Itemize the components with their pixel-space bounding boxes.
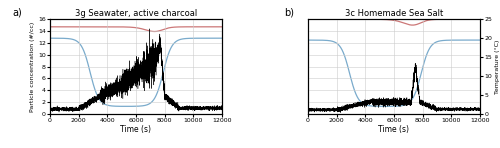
Title: 3c Homemade Sea Salt: 3c Homemade Sea Salt (345, 9, 443, 18)
Title: 3g Seawater, active charcoal: 3g Seawater, active charcoal (75, 9, 197, 18)
Text: a): a) (12, 7, 22, 17)
Y-axis label: Temperature (°C): Temperature (°C) (495, 39, 500, 94)
Text: b): b) (284, 7, 294, 17)
X-axis label: Time (s): Time (s) (120, 124, 152, 133)
X-axis label: Time (s): Time (s) (378, 124, 410, 133)
Y-axis label: Particle concentration (#/cc): Particle concentration (#/cc) (30, 21, 35, 112)
